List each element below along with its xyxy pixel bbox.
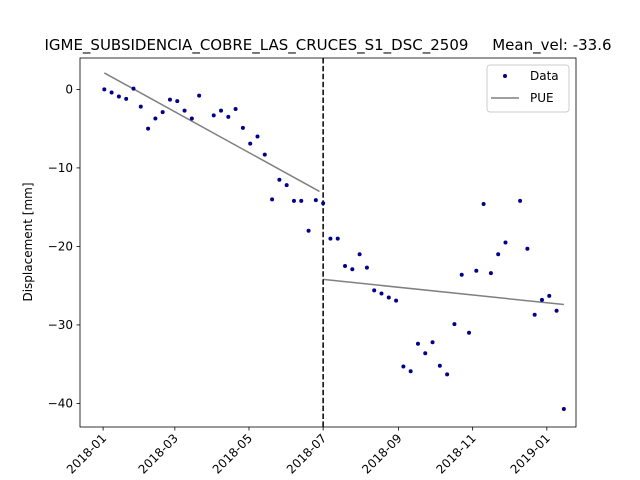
data-point bbox=[336, 237, 340, 241]
data-point bbox=[168, 98, 172, 102]
data-point bbox=[394, 299, 398, 303]
data-point bbox=[117, 94, 121, 98]
data-point bbox=[321, 201, 325, 205]
data-point bbox=[343, 264, 347, 268]
y-tick-label: −30 bbox=[48, 318, 73, 332]
data-point bbox=[540, 298, 544, 302]
data-point bbox=[416, 342, 420, 346]
data-point bbox=[226, 115, 230, 119]
data-point bbox=[299, 199, 303, 203]
data-point bbox=[197, 94, 201, 98]
data-point bbox=[139, 105, 143, 109]
data-point bbox=[518, 199, 522, 203]
y-axis-label: Displacement [mm] bbox=[21, 182, 35, 301]
data-point bbox=[445, 372, 449, 376]
data-point bbox=[110, 91, 114, 95]
data-point bbox=[263, 153, 267, 157]
data-point bbox=[379, 292, 383, 296]
data-point bbox=[358, 252, 362, 256]
data-point bbox=[452, 322, 456, 326]
data-point bbox=[467, 331, 471, 335]
data-point bbox=[124, 97, 128, 101]
data-point bbox=[190, 116, 194, 120]
data-point bbox=[131, 87, 135, 91]
data-point bbox=[153, 116, 157, 120]
data-point bbox=[431, 340, 435, 344]
data-point bbox=[175, 99, 179, 103]
data-point bbox=[372, 288, 376, 292]
data-point bbox=[562, 407, 566, 411]
data-point bbox=[102, 87, 106, 91]
data-point bbox=[241, 126, 245, 130]
data-point bbox=[212, 113, 216, 117]
y-tick-label: −10 bbox=[48, 161, 73, 175]
data-point bbox=[183, 109, 187, 113]
data-point bbox=[438, 364, 442, 368]
data-point bbox=[547, 294, 551, 298]
data-point bbox=[270, 197, 274, 201]
data-point bbox=[387, 295, 391, 299]
data-point bbox=[533, 313, 537, 317]
data-point bbox=[292, 199, 296, 203]
data-point bbox=[525, 247, 529, 251]
data-point bbox=[314, 198, 318, 202]
chart-legend: Data PUE bbox=[487, 65, 569, 112]
data-point bbox=[285, 183, 289, 187]
plot-background bbox=[80, 58, 576, 427]
chart-title: IGME_SUBSIDENCIA_COBRE_LAS_CRUCES_S1_DSC… bbox=[44, 36, 611, 55]
data-point bbox=[401, 365, 405, 369]
data-point bbox=[489, 271, 493, 275]
data-point bbox=[350, 267, 354, 271]
data-point bbox=[474, 269, 478, 273]
data-point bbox=[365, 266, 369, 270]
data-point bbox=[277, 178, 281, 182]
data-point bbox=[496, 252, 500, 256]
data-point bbox=[328, 237, 332, 241]
data-point bbox=[460, 273, 464, 277]
y-tick-label: −20 bbox=[48, 239, 73, 253]
y-tick-label: −40 bbox=[48, 396, 73, 410]
data-point bbox=[555, 309, 559, 313]
data-point bbox=[482, 202, 486, 206]
data-point bbox=[307, 229, 311, 233]
data-point bbox=[248, 142, 252, 146]
data-point bbox=[234, 107, 238, 111]
data-point bbox=[503, 241, 507, 245]
data-point bbox=[146, 127, 150, 131]
legend-label-data: Data bbox=[530, 69, 559, 83]
data-point bbox=[219, 109, 223, 113]
plot-area bbox=[80, 58, 576, 427]
data-point bbox=[255, 135, 259, 139]
data-point bbox=[409, 369, 413, 373]
data-point bbox=[161, 110, 165, 114]
data-point bbox=[423, 351, 427, 355]
legend-label-pue: PUE bbox=[530, 91, 554, 105]
legend-data-marker bbox=[503, 74, 507, 78]
y-tick-label: 0 bbox=[65, 82, 73, 96]
